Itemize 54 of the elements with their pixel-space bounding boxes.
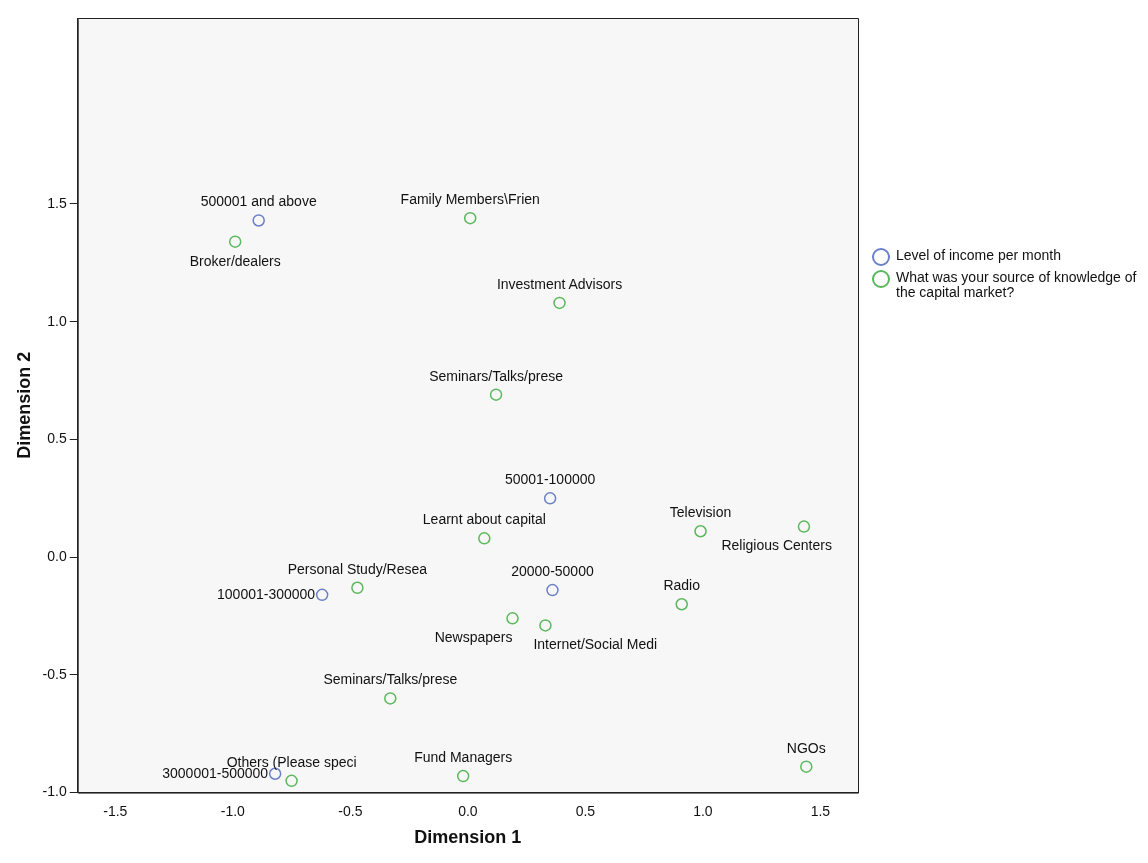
x-tick-label: 1.0 <box>693 802 713 819</box>
point <box>553 296 566 310</box>
y-tick-label: -0.5 <box>42 665 67 682</box>
annotation: Seminars/Talks/prese <box>429 367 564 384</box>
x-tick-label: 0.5 <box>575 802 596 819</box>
y-tick-label: -1.0 <box>42 783 67 800</box>
y-tick-label: 1.5 <box>47 194 67 211</box>
y-tick-label: 0.5 <box>47 430 67 447</box>
annotation: Television <box>669 504 732 521</box>
annotation: Radio <box>663 577 701 594</box>
x-tick-label: -0.5 <box>338 802 363 819</box>
point <box>694 525 707 538</box>
point <box>546 583 559 597</box>
legend-label: What was your source of knowledge of the capital market? <box>896 269 1138 300</box>
y-axis-title: Dimension 2 <box>13 351 34 459</box>
annotation: Seminars/Talks/prese <box>323 671 458 688</box>
x-tick-label: -1.0 <box>220 802 246 819</box>
annotation: Personal Study/Resea <box>287 560 428 577</box>
x-tick-label: 0.0 <box>458 802 478 819</box>
point <box>315 588 329 602</box>
point <box>252 214 265 227</box>
point <box>543 492 557 505</box>
point <box>800 760 813 773</box>
annotation: Learnt about capital <box>422 511 546 528</box>
y-tick-label: 1.0 <box>47 312 67 329</box>
point <box>228 235 242 248</box>
x-tick-label: 1.5 <box>810 802 831 819</box>
annotation: Broker/dealers <box>189 252 281 269</box>
annotation: Religious Centers <box>721 537 832 554</box>
point <box>285 774 298 788</box>
point <box>463 211 477 225</box>
annotation: Investment Advisors <box>496 275 623 292</box>
point <box>797 520 811 533</box>
annotation: Newspapers <box>434 629 513 646</box>
point <box>539 619 552 632</box>
point <box>489 388 503 401</box>
point <box>456 769 470 783</box>
point <box>675 598 688 611</box>
annotation: 20000-50000 <box>511 562 594 579</box>
point <box>351 581 364 595</box>
point <box>506 612 519 625</box>
point <box>384 692 397 705</box>
point <box>478 532 491 545</box>
annotation: 100001-300000 <box>217 585 316 602</box>
legend-label: Level of income per month <box>896 247 1061 263</box>
annotation: Internet/Social Medi <box>533 636 658 653</box>
x-axis-title: Dimension 1 <box>414 827 522 848</box>
annotation: NGOs <box>786 739 826 756</box>
annotation: 50001-100000 <box>504 471 596 488</box>
annotation: Family Members\Frien <box>400 190 540 207</box>
x-tick-label: -1.5 <box>103 802 128 819</box>
annotation: 500001 and above <box>200 193 317 210</box>
y-tick-label: 0.0 <box>47 548 67 565</box>
annotation: Fund Managers <box>414 748 513 765</box>
